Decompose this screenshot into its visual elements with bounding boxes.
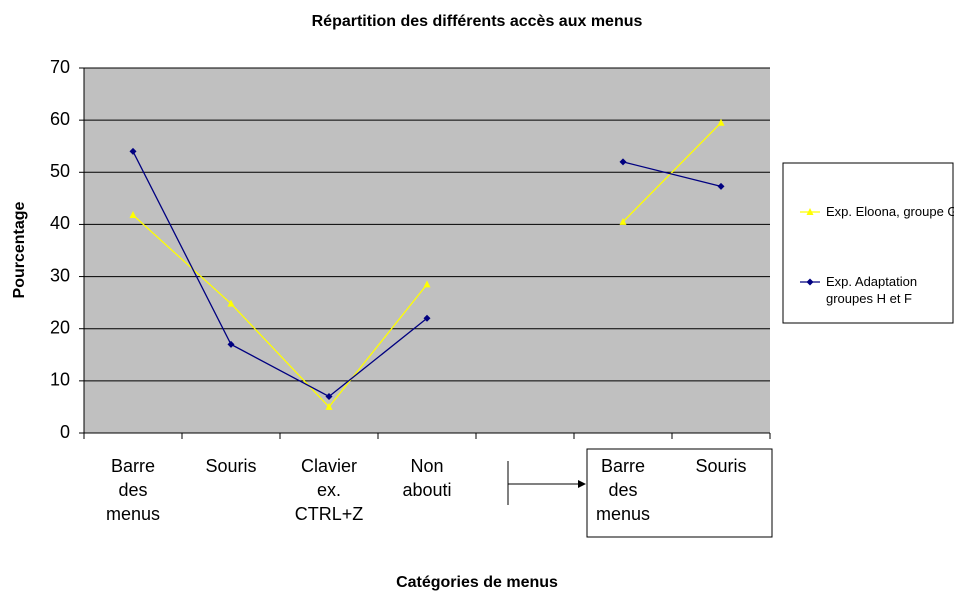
marker: [717, 118, 725, 126]
legend-label: Exp. Eloona, groupe GI: [826, 204, 954, 219]
x-tick-label: Non abouti: [402, 456, 452, 500]
marker: [619, 158, 627, 166]
marker: [423, 314, 431, 322]
y-tick-label: 60: [50, 109, 70, 129]
y-tick-label: 70: [50, 57, 70, 77]
marker: [325, 402, 333, 410]
chart-title: Répartition des différents accès aux men…: [312, 13, 643, 30]
x-tick-label: Barre des menus: [595, 456, 651, 524]
marker: [129, 147, 137, 155]
series-line: [132, 151, 722, 398]
plot-area: [84, 68, 770, 433]
legend-label: Exp. Adaptation groupes H et F: [826, 274, 918, 306]
y-tick-label: 50: [50, 161, 70, 181]
y-axis-label: Pourcentage: [11, 201, 28, 298]
marker: [806, 278, 814, 286]
x-tick-label: Souris: [695, 456, 747, 476]
x-tick-label: Souris: [205, 456, 257, 476]
marker: [129, 211, 137, 219]
label-box: [586, 448, 773, 538]
arrow-head: [578, 480, 586, 488]
y-tick-label: 30: [50, 265, 70, 285]
legend: [782, 162, 954, 324]
y-tick-label: 40: [50, 213, 70, 233]
x-axis-label: Catégories de menus: [396, 574, 558, 591]
marker: [717, 182, 725, 190]
marker: [227, 340, 235, 348]
marker: [325, 393, 333, 400]
x-tick-label: Barre des menus: [105, 456, 161, 524]
x-tick-label: Clavier ex. CTRL+Z: [294, 456, 364, 524]
marker: [806, 208, 814, 215]
y-tick-label: 20: [50, 317, 70, 337]
marker: [423, 280, 431, 288]
marker: [619, 217, 627, 225]
y-tick-label: 0: [60, 422, 70, 442]
marker: [227, 299, 235, 307]
y-tick-label: 10: [50, 370, 70, 390]
series-line: [132, 122, 722, 408]
